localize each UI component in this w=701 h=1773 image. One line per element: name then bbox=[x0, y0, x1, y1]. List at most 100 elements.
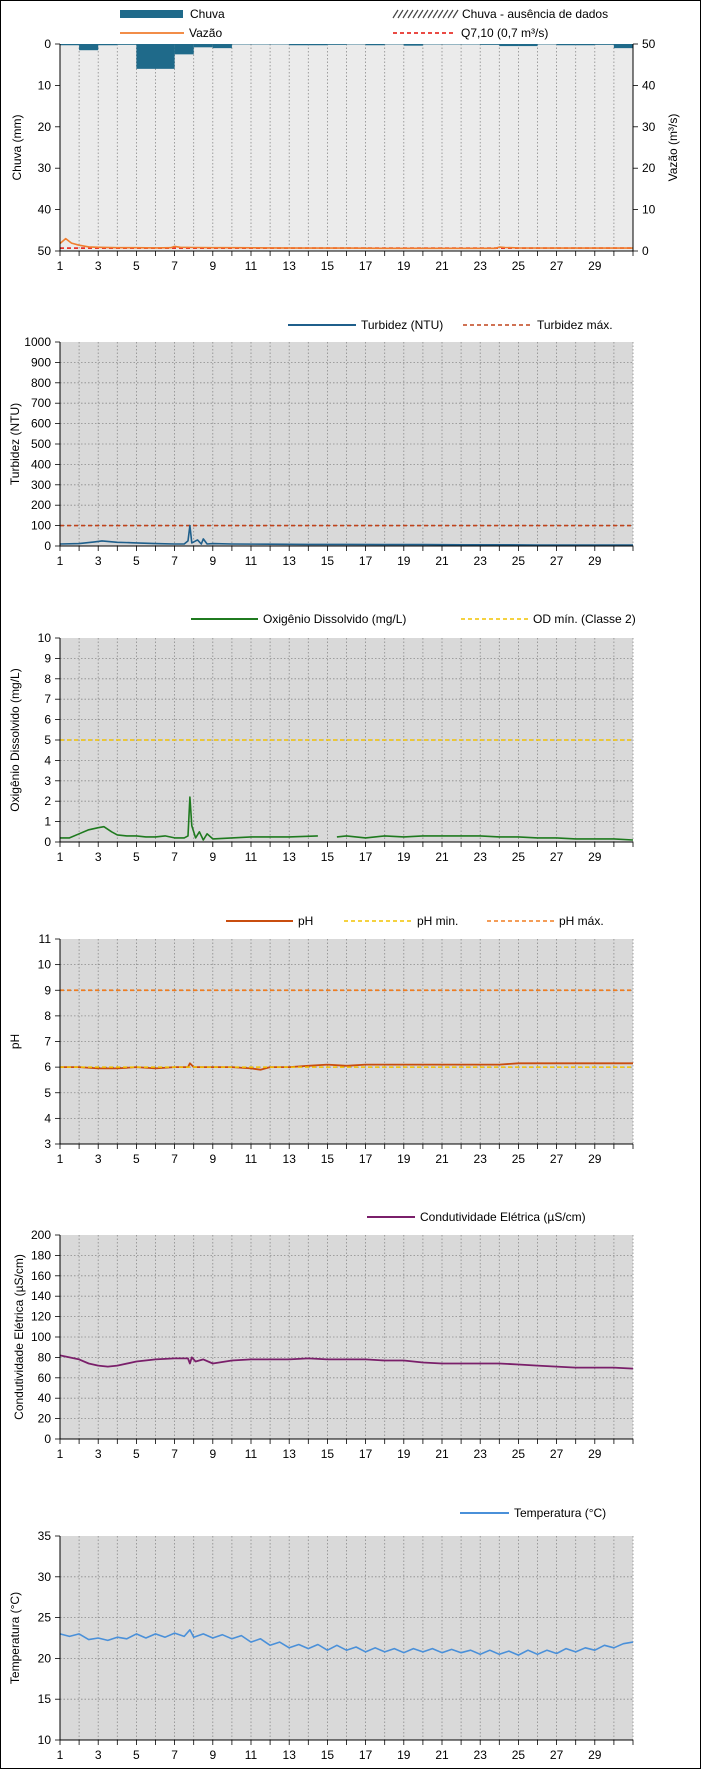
y-tick-label: 400 bbox=[31, 457, 51, 471]
x-tick-label: 27 bbox=[550, 1152, 564, 1166]
x-tick-label: 3 bbox=[95, 1152, 102, 1166]
x-tick-label: 9 bbox=[209, 850, 216, 864]
x-tick-label: 11 bbox=[245, 850, 258, 864]
rain-bar bbox=[576, 44, 595, 45]
x-tick-label: 21 bbox=[435, 1152, 449, 1166]
x-tick-label: 23 bbox=[474, 554, 488, 568]
x-tick-label: 21 bbox=[435, 850, 449, 864]
y-tick-label: 180 bbox=[31, 1248, 51, 1262]
y-tick-label: 0 bbox=[44, 539, 51, 553]
x-tick-label: 9 bbox=[209, 1447, 216, 1461]
hatch-stroke bbox=[418, 10, 423, 18]
y-tick-label: 6 bbox=[44, 1060, 51, 1074]
y-tick-label: 20 bbox=[38, 120, 52, 134]
y-tick-label: 100 bbox=[31, 1330, 51, 1344]
x-tick-label: 9 bbox=[209, 1152, 216, 1166]
y-tick-label: 200 bbox=[31, 498, 51, 512]
x-tick-label: 21 bbox=[435, 259, 449, 273]
x-tick-label: 1 bbox=[57, 1152, 64, 1166]
y-tick-label: 9 bbox=[44, 651, 51, 665]
rain-bar bbox=[327, 44, 346, 45]
x-tick-label: 23 bbox=[474, 259, 488, 273]
y-tick-label-right: 50 bbox=[642, 37, 656, 51]
x-tick-label: 19 bbox=[397, 1748, 411, 1762]
y-tick-label: 1000 bbox=[24, 335, 51, 349]
y-tick-label: 80 bbox=[38, 1350, 52, 1364]
y-tick-label: 4 bbox=[44, 1111, 51, 1125]
legend-turbidity-max-label: Turbidez máx. bbox=[537, 318, 613, 332]
y-tick-label: 3 bbox=[44, 774, 51, 788]
y-axis-title-right: Vazão (m³/s) bbox=[666, 114, 680, 182]
x-tick-label: 21 bbox=[435, 1748, 449, 1762]
y-tick-label: 20 bbox=[38, 1651, 52, 1665]
x-tick-label: 27 bbox=[550, 1447, 564, 1461]
x-tick-label: 3 bbox=[95, 259, 102, 273]
x-tick-label: 3 bbox=[95, 1447, 102, 1461]
y-tick-label: 10 bbox=[38, 958, 52, 972]
rain-bar bbox=[156, 44, 175, 69]
rain-bar bbox=[499, 44, 518, 46]
x-tick-label: 17 bbox=[359, 1748, 373, 1762]
legend-ph-label: pH bbox=[298, 914, 313, 928]
x-tick-label: 19 bbox=[397, 850, 411, 864]
hatch-stroke bbox=[393, 10, 398, 18]
hatch-stroke bbox=[413, 10, 418, 18]
x-tick-label: 23 bbox=[474, 1447, 488, 1461]
x-tick-label: 7 bbox=[171, 850, 178, 864]
x-tick-label: 13 bbox=[283, 1152, 297, 1166]
x-tick-label: 17 bbox=[359, 1447, 373, 1461]
y-tick-label: 10 bbox=[38, 631, 52, 645]
x-tick-label: 17 bbox=[359, 259, 373, 273]
x-tick-label: 7 bbox=[171, 259, 178, 273]
y-tick-label: 700 bbox=[31, 396, 51, 410]
legend-turbidity-label: Turbidez (NTU) bbox=[361, 318, 443, 332]
x-tick-label: 9 bbox=[209, 554, 216, 568]
legend-rain-swatch bbox=[120, 10, 183, 18]
legend-missing-label: Chuva - ausência de dados bbox=[462, 7, 608, 21]
chart-conductivity: Condutividade Elétrica (µS/cm)0204060801… bbox=[12, 1210, 633, 1461]
y-tick-label-right: 40 bbox=[642, 78, 656, 92]
x-tick-label: 19 bbox=[397, 554, 411, 568]
y-tick-label: 10 bbox=[38, 78, 52, 92]
y-tick-label: 7 bbox=[44, 1035, 51, 1049]
legend-ph-max-label: pH máx. bbox=[559, 914, 604, 928]
y-tick-label: 8 bbox=[44, 672, 51, 686]
x-tick-label: 13 bbox=[283, 1447, 297, 1461]
x-tick-label: 15 bbox=[321, 850, 335, 864]
x-tick-label: 19 bbox=[397, 1447, 411, 1461]
hatch-stroke bbox=[438, 10, 443, 18]
y-tick-label: 40 bbox=[38, 1391, 52, 1405]
y-tick-label: 800 bbox=[31, 376, 51, 390]
rain-bar bbox=[289, 44, 308, 45]
rain-bar bbox=[194, 44, 213, 47]
y-tick-label: 50 bbox=[38, 244, 52, 258]
rain-bar bbox=[79, 44, 98, 50]
x-tick-label: 19 bbox=[397, 1152, 411, 1166]
y-tick-label: 30 bbox=[38, 161, 52, 175]
x-tick-label: 13 bbox=[283, 259, 297, 273]
x-tick-label: 29 bbox=[588, 850, 602, 864]
rain-bar bbox=[595, 44, 614, 45]
y-tick-label: 40 bbox=[38, 203, 52, 217]
hatch-stroke bbox=[453, 10, 458, 18]
legend-conductivity-label: Condutividade Elétrica (µS/cm) bbox=[420, 1210, 586, 1224]
x-tick-label: 13 bbox=[283, 554, 297, 568]
y-axis-title: Condutividade Elétrica (µS/cm) bbox=[12, 1254, 26, 1420]
y-tick-label: 5 bbox=[44, 1086, 51, 1100]
y-tick-label: 2 bbox=[44, 794, 51, 808]
y-axis-title: pH bbox=[8, 1034, 22, 1049]
x-tick-label: 15 bbox=[321, 1152, 335, 1166]
y-tick-label: 100 bbox=[31, 519, 51, 533]
x-tick-label: 23 bbox=[474, 1748, 488, 1762]
hatch-stroke bbox=[443, 10, 448, 18]
y-tick-label: 20 bbox=[38, 1412, 52, 1426]
y-tick-label: 0 bbox=[44, 37, 51, 51]
rain-bar bbox=[404, 44, 423, 46]
legend-rain-label: Chuva bbox=[190, 7, 225, 21]
y-tick-label: 10 bbox=[38, 1733, 52, 1747]
legend-do-min-label: OD mín. (Classe 2) bbox=[533, 612, 636, 626]
